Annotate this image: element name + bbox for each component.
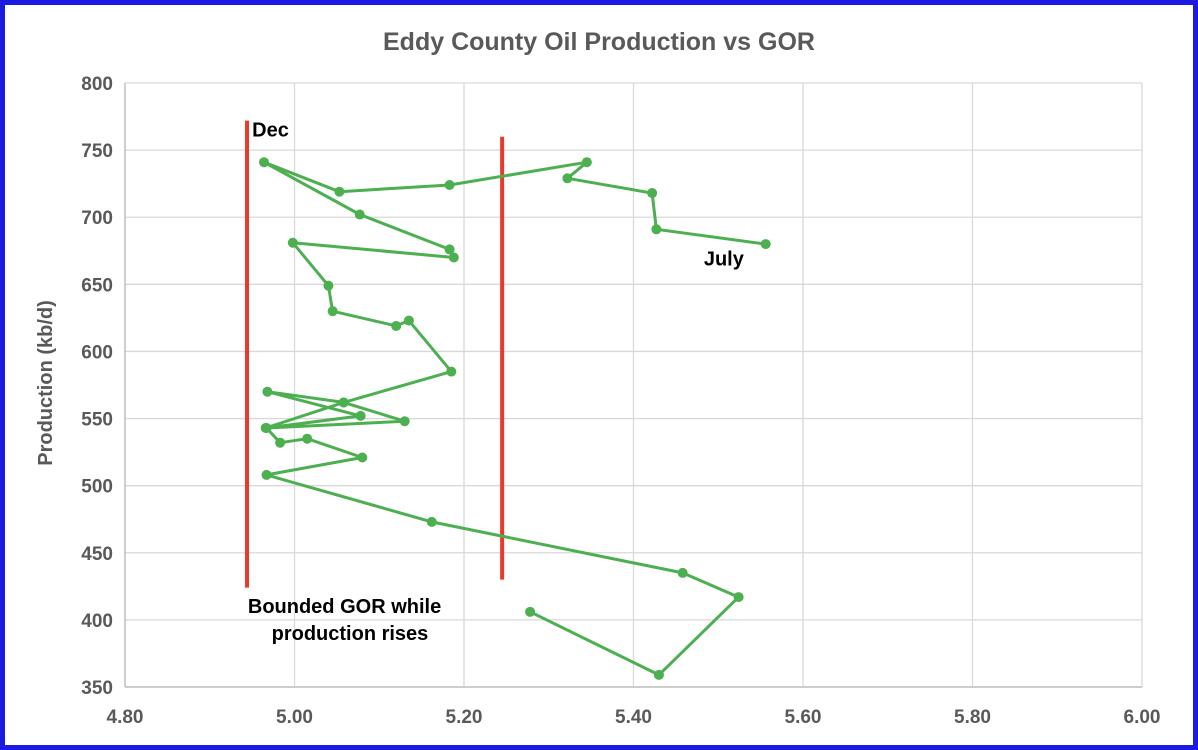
data-point <box>357 452 368 463</box>
annotation-label: production rises <box>272 623 429 645</box>
data-point <box>525 606 536 617</box>
x-tick-label: 5.80 <box>954 707 991 728</box>
y-tick-label: 650 <box>81 275 113 296</box>
x-tick-label: 6.00 <box>1124 707 1161 728</box>
bound-lines <box>245 120 505 588</box>
gridlines <box>124 82 1143 688</box>
x-tick-label: 5.00 <box>276 707 313 728</box>
y-tick-label: 700 <box>81 208 113 229</box>
x-tick-label: 4.80 <box>107 707 144 728</box>
data-point <box>275 437 286 448</box>
data-point <box>653 669 664 680</box>
data-point <box>354 209 365 220</box>
data-point <box>302 433 313 444</box>
data-point <box>760 239 771 250</box>
data-series <box>258 157 771 680</box>
y-tick-label: 750 <box>81 141 113 162</box>
data-point <box>651 224 662 235</box>
data-point <box>403 315 414 326</box>
data-point <box>258 157 269 168</box>
data-point <box>391 320 402 331</box>
data-point <box>334 186 345 197</box>
data-point <box>260 422 271 433</box>
data-point <box>562 173 573 184</box>
data-point <box>581 157 592 168</box>
y-tick-label: 500 <box>81 477 113 498</box>
y-axis-label: Production (kb/d) <box>35 300 57 466</box>
data-point <box>261 469 272 480</box>
data-point <box>647 188 658 199</box>
x-tick-label: 5.60 <box>785 707 822 728</box>
data-point <box>426 516 437 527</box>
y-tick-label: 350 <box>81 678 113 699</box>
y-tick-label: 450 <box>81 544 113 565</box>
annotation-label: Dec <box>252 120 289 142</box>
x-tick-label: 5.20 <box>446 707 483 728</box>
y-tick-label: 600 <box>81 342 113 363</box>
data-point <box>444 180 455 191</box>
data-point <box>677 567 688 578</box>
data-point <box>355 410 366 421</box>
annotation-label: Bounded GOR while <box>248 596 441 618</box>
data-point <box>338 397 349 408</box>
data-point <box>262 386 273 397</box>
y-tick-label: 400 <box>81 611 113 632</box>
data-point <box>399 416 410 427</box>
data-point <box>444 244 455 255</box>
y-tick-label: 800 <box>81 74 113 95</box>
data-point <box>323 280 334 291</box>
chart-title: Eddy County Oil Production vs GOR <box>383 28 815 56</box>
data-point <box>327 306 338 317</box>
x-tick-label: 5.40 <box>615 707 652 728</box>
y-tick-label: 550 <box>81 410 113 431</box>
annotation-label: July <box>704 249 745 271</box>
annotations: Dec July Bounded GOR while production rises <box>248 120 745 645</box>
data-point <box>446 366 457 377</box>
data-point <box>733 592 744 603</box>
tick-labels: 350 400 450 500 550 600 650 700 750 800 4.80 5.00 5.… <box>81 74 1160 728</box>
data-point <box>448 252 459 263</box>
data-point <box>287 237 298 248</box>
